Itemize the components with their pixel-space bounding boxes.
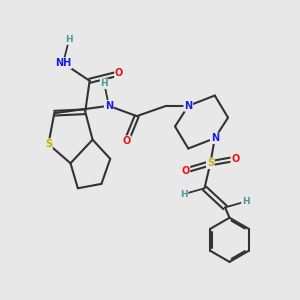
- Text: NH: NH: [55, 58, 71, 68]
- Text: O: O: [231, 154, 239, 164]
- Text: H: H: [100, 79, 108, 88]
- Text: H: H: [180, 190, 188, 199]
- Text: O: O: [181, 166, 190, 176]
- Text: S: S: [207, 158, 214, 168]
- Text: H: H: [65, 35, 73, 44]
- Text: O: O: [115, 68, 123, 78]
- Text: N: N: [184, 101, 192, 111]
- Text: H: H: [242, 197, 250, 206]
- Text: O: O: [122, 136, 130, 146]
- Text: N: N: [211, 133, 219, 143]
- Text: S: S: [45, 139, 52, 149]
- Text: N: N: [105, 101, 113, 111]
